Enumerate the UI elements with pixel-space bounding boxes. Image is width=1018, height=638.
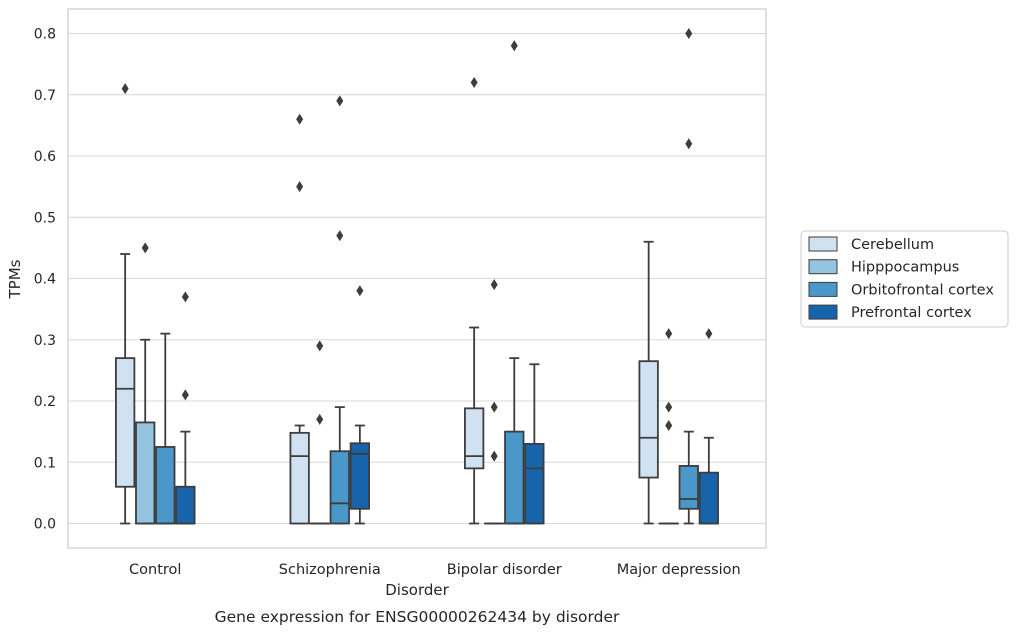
legend-label: Hipppocampus bbox=[851, 260, 959, 276]
box-prefrontal-cortex bbox=[176, 291, 194, 523]
legend-swatch bbox=[809, 282, 837, 296]
y-tick-label: 0.7 bbox=[34, 88, 56, 104]
boxes-layer bbox=[116, 28, 718, 524]
x-tick-label: Control bbox=[129, 562, 181, 578]
box-hipppocampus bbox=[310, 340, 328, 523]
legend-swatch bbox=[809, 305, 837, 319]
box-iqr bbox=[116, 358, 134, 487]
legend: Cerebellum Hipppocampus Orbitofrontal cort… bbox=[801, 231, 1008, 327]
outlier-point bbox=[511, 40, 518, 51]
legend-label: Orbitofrontal cortex bbox=[851, 282, 994, 298]
outlier-point bbox=[142, 242, 149, 253]
outlier-point bbox=[356, 285, 363, 296]
outlier-point bbox=[316, 414, 323, 425]
outlier-point bbox=[296, 114, 303, 125]
outlier-point bbox=[471, 77, 478, 88]
box-prefrontal-cortex bbox=[525, 364, 543, 523]
legend-swatch bbox=[809, 260, 837, 274]
box-iqr bbox=[176, 487, 194, 524]
outlier-point bbox=[665, 402, 672, 413]
y-tick-label: 0.2 bbox=[34, 394, 56, 410]
outlier-point bbox=[316, 340, 323, 351]
box-iqr bbox=[505, 432, 523, 524]
outlier-point bbox=[122, 83, 129, 94]
outlier-point bbox=[685, 28, 692, 39]
box-iqr bbox=[156, 447, 174, 524]
outlier-point bbox=[685, 138, 692, 149]
y-tick-label: 0.0 bbox=[34, 517, 56, 533]
box-prefrontal-cortex bbox=[351, 285, 369, 523]
legend-swatch bbox=[809, 237, 837, 251]
box-prefrontal-cortex bbox=[700, 328, 718, 523]
box-cerebellum bbox=[290, 114, 308, 524]
outlier-point bbox=[491, 279, 498, 290]
outlier-point bbox=[665, 420, 672, 431]
box-cerebellum bbox=[639, 242, 657, 524]
box-cerebellum bbox=[116, 83, 134, 523]
box-iqr bbox=[525, 444, 543, 524]
box-iqr bbox=[680, 466, 698, 509]
box-iqr bbox=[331, 451, 349, 523]
box-iqr bbox=[639, 361, 657, 477]
x-tick-label: Schizophrenia bbox=[279, 562, 381, 578]
box-orbitofrontal-cortex bbox=[505, 40, 523, 523]
legend-label: Cerebellum bbox=[851, 237, 934, 253]
box-hipppocampus bbox=[136, 242, 154, 523]
box-iqr bbox=[700, 473, 718, 524]
box-hipppocampus bbox=[659, 328, 677, 523]
outlier-point bbox=[336, 95, 343, 106]
y-tick-label: 0.4 bbox=[34, 272, 56, 288]
y-tick-label: 0.5 bbox=[34, 210, 56, 226]
y-tick-label: 0.1 bbox=[34, 455, 56, 471]
outlier-point bbox=[296, 181, 303, 192]
box-orbitofrontal-cortex bbox=[331, 95, 349, 523]
y-tick-label: 0.6 bbox=[34, 149, 56, 165]
x-tick-label: Major depression bbox=[617, 562, 741, 578]
outlier-point bbox=[182, 389, 189, 400]
outlier-point bbox=[705, 328, 712, 339]
y-tick-label: 0.3 bbox=[34, 333, 56, 349]
y-axis-label: TPMs bbox=[6, 259, 24, 299]
y-tick-labels: 0.0 0.1 0.2 0.3 0.4 0.5 0.6 0.7 0.8 bbox=[34, 27, 56, 533]
chart-caption: Gene expression for ENSG00000262434 by d… bbox=[215, 608, 620, 626]
outlier-point bbox=[491, 402, 498, 413]
outlier-point bbox=[336, 230, 343, 241]
outlier-point bbox=[182, 291, 189, 302]
outlier-point bbox=[665, 328, 672, 339]
x-tick-label: Bipolar disorder bbox=[447, 562, 562, 578]
box-iqr bbox=[465, 408, 483, 468]
box-orbitofrontal-cortex bbox=[156, 334, 174, 524]
box-cerebellum bbox=[465, 77, 483, 524]
legend-label: Prefrontal cortex bbox=[851, 305, 972, 321]
box-orbitofrontal-cortex bbox=[680, 28, 698, 524]
x-tick-labels: Control Schizophrenia Bipolar disorder Majo… bbox=[129, 562, 741, 578]
x-axis-label: Disorder bbox=[385, 581, 449, 599]
outlier-point bbox=[491, 451, 498, 462]
y-tick-label: 0.8 bbox=[34, 27, 56, 43]
box-iqr bbox=[136, 422, 154, 523]
box-iqr bbox=[290, 433, 308, 524]
